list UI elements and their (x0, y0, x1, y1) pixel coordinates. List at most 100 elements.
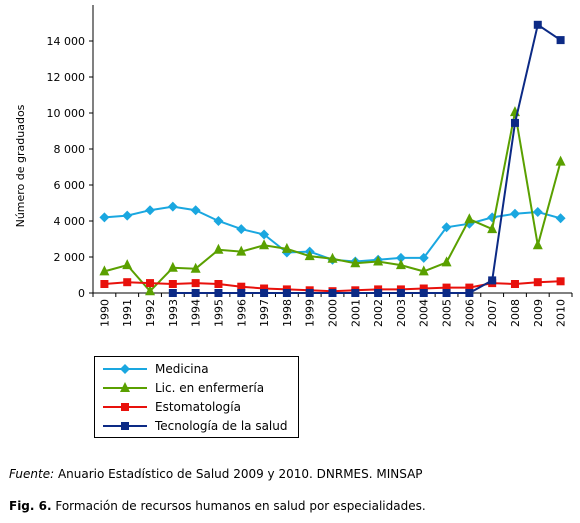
x-tick-label: 1990 (98, 299, 111, 327)
data-point (304, 250, 315, 261)
y-tick-label: 2 000 (54, 251, 86, 264)
data-point (442, 283, 451, 292)
legend-swatch-marker (121, 403, 129, 411)
data-point (441, 222, 452, 233)
data-point (555, 155, 566, 166)
x-tick-label: 2004 (418, 299, 431, 327)
data-point (373, 255, 384, 266)
data-point (145, 205, 156, 216)
data-point (146, 279, 155, 288)
data-point (191, 289, 200, 297)
x-tick-label: 2005 (441, 299, 454, 327)
data-point (395, 252, 406, 263)
data-point (100, 280, 109, 288)
data-point (168, 289, 177, 297)
data-point (465, 283, 474, 292)
data-point (191, 279, 200, 288)
y-tick-label: 10 000 (47, 107, 86, 120)
source-label: Fuente: (9, 467, 55, 481)
data-point (396, 289, 405, 297)
data-point (123, 278, 132, 287)
data-point (488, 276, 497, 285)
source-text: Anuario Estadístico de Salud 2009 y 2010… (54, 467, 423, 481)
x-tick-label: 2002 (372, 299, 385, 327)
data-point (259, 239, 270, 250)
axes (92, 5, 572, 294)
y-tick-label: 14 000 (47, 35, 86, 48)
data-point (260, 289, 269, 297)
data-point (282, 289, 291, 297)
x-tick-label: 1998 (281, 299, 294, 327)
x-tick-label: 2000 (327, 299, 340, 327)
data-point (327, 252, 338, 263)
data-point (533, 278, 542, 287)
data-point (533, 20, 542, 29)
y-tick-label: 0 (78, 287, 85, 300)
data-point (259, 229, 270, 240)
data-point (350, 257, 361, 268)
data-point (419, 289, 428, 297)
x-tick-label: 1996 (235, 299, 248, 327)
data-point (168, 280, 177, 288)
x-tick-label: 1991 (121, 299, 134, 327)
figure-caption: Fig. 6. Formación de recursos humanos en… (9, 499, 426, 513)
data-point (556, 36, 565, 45)
legend-label: Estomatología (155, 400, 241, 414)
x-tick-label: 1999 (304, 299, 317, 327)
data-point (509, 208, 520, 219)
data-point (419, 284, 428, 293)
x-tick-label: 1993 (167, 299, 180, 327)
data-point (441, 256, 452, 267)
data-point (236, 224, 247, 235)
data-point (418, 265, 429, 276)
legend: Medicina Lic. en enfermería Estomatología T… (94, 356, 299, 438)
data-point (556, 277, 565, 286)
data-point (305, 289, 314, 297)
data-point (237, 289, 246, 297)
data-point (99, 265, 110, 276)
x-tick-label: 1994 (190, 299, 203, 327)
data-point (190, 205, 201, 216)
data-point (145, 285, 156, 296)
data-point (351, 289, 360, 297)
series-3 (168, 20, 565, 297)
series-group (99, 20, 566, 297)
data-point (213, 243, 224, 254)
x-tick-label: 2010 (555, 299, 568, 327)
legend-label: Tecnología de la salud (154, 419, 288, 433)
y-axis-label: Número de graduados (14, 104, 27, 227)
series-line (172, 23, 562, 294)
legend-swatch-marker (120, 364, 130, 374)
y-tick-label: 12 000 (47, 71, 86, 84)
data-point (237, 282, 246, 291)
source-note: Fuente: Anuario Estadístico de Salud 200… (9, 467, 423, 481)
data-point (442, 289, 451, 297)
data-point (260, 284, 269, 293)
data-point (167, 201, 178, 212)
data-point (167, 261, 178, 272)
x-tick-label: 1995 (212, 299, 225, 327)
data-point (236, 245, 247, 256)
legend-label: Lic. en enfermería (155, 381, 264, 395)
legend-swatch-marker (120, 382, 130, 392)
x-axis-ticks: 1990 1991 1992 1993 1994 1995 1996 1997 1998 1999… (92, 293, 573, 327)
legend-swatch-marker (121, 422, 129, 430)
x-tick-label: 2007 (486, 299, 499, 327)
series-1 (99, 106, 566, 296)
data-point (510, 118, 519, 127)
x-tick-label: 1992 (144, 299, 157, 327)
y-tick-label: 4 000 (54, 215, 86, 228)
figure-caption-text: Formación de recursos humanos en salud p… (51, 499, 426, 513)
data-point (213, 216, 224, 226)
data-point (395, 259, 406, 270)
data-point (99, 212, 110, 223)
data-point (214, 280, 223, 288)
x-tick-label: 1997 (258, 299, 271, 327)
data-point (328, 289, 337, 297)
data-point (122, 259, 133, 270)
legend-label: Medicina (155, 362, 209, 376)
data-point (122, 210, 133, 221)
data-point (465, 289, 474, 297)
x-tick-label: 2009 (532, 299, 545, 327)
